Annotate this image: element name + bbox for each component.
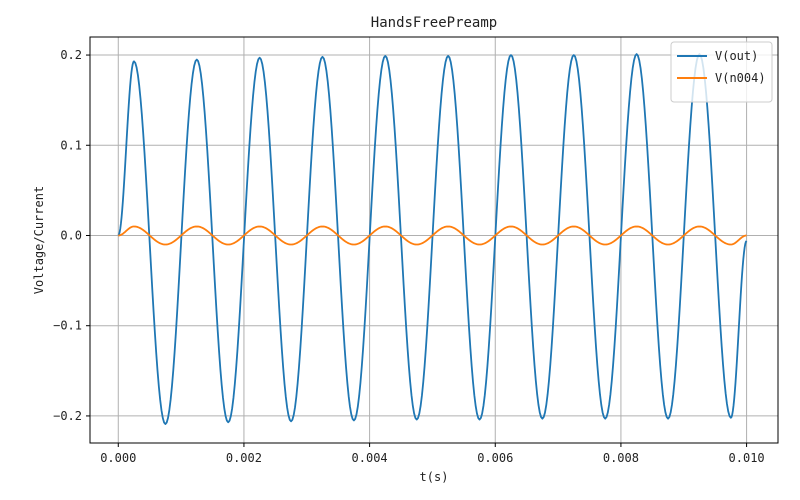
x-axis-label: t(s) bbox=[420, 470, 449, 484]
legend-label-v-n004: V(n004) bbox=[715, 71, 766, 85]
y-tick-label: −0.2 bbox=[53, 409, 82, 423]
series-layer bbox=[117, 53, 748, 425]
ticks: 0.000 0.002 0.004 0.006 0.008 0.010 −0.2 −0.1 0.… bbox=[53, 48, 765, 465]
legend: V(out) V(n004) bbox=[670, 41, 773, 103]
y-tick-label: 0.0 bbox=[60, 228, 82, 242]
y-axis-label: Voltage/Current bbox=[32, 186, 46, 294]
chart-title: HandsFreePreamp bbox=[371, 15, 497, 31]
x-tick-label: 0.006 bbox=[477, 451, 513, 465]
axes-frame bbox=[89, 36, 779, 444]
legend-label-v-out: V(out) bbox=[715, 49, 758, 63]
x-tick-label: 0.000 bbox=[100, 451, 136, 465]
y-tick-label: 0.1 bbox=[60, 138, 82, 152]
x-tick-label: 0.004 bbox=[352, 451, 388, 465]
x-tick-label: 0.002 bbox=[226, 451, 262, 465]
series-line-v-n004 bbox=[118, 225, 747, 246]
y-tick-label: −0.1 bbox=[53, 319, 82, 333]
x-tick-label: 0.010 bbox=[729, 451, 765, 465]
y-tick-label: 0.2 bbox=[60, 48, 82, 62]
x-tick-label: 0.008 bbox=[603, 451, 639, 465]
